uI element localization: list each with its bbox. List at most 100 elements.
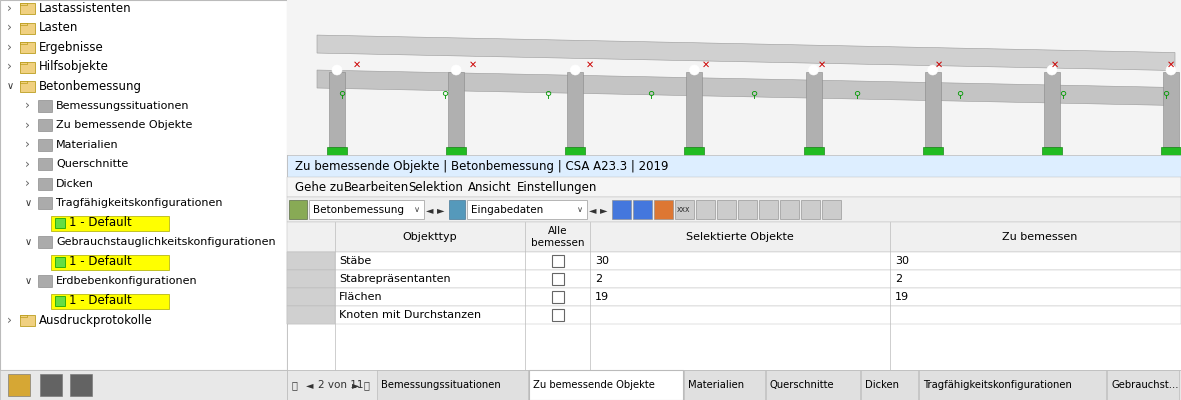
Polygon shape xyxy=(317,35,1175,70)
Bar xyxy=(567,72,583,147)
Text: Selektion: Selektion xyxy=(409,181,463,194)
Bar xyxy=(20,42,35,53)
Text: ∨: ∨ xyxy=(578,205,583,214)
Text: Gehe zu: Gehe zu xyxy=(295,181,344,194)
Text: ⚲: ⚲ xyxy=(750,90,757,100)
Bar xyxy=(466,200,587,219)
Bar xyxy=(552,291,563,303)
Text: ⏮: ⏮ xyxy=(292,380,298,390)
Text: 30: 30 xyxy=(895,256,909,266)
Bar xyxy=(1107,370,1179,400)
Bar xyxy=(805,72,822,147)
Bar xyxy=(38,139,52,151)
Bar xyxy=(449,200,465,219)
Text: Zu bemessen: Zu bemessen xyxy=(1003,232,1078,242)
Bar xyxy=(287,0,1181,155)
Text: Lasten: Lasten xyxy=(39,21,78,34)
Text: Materialien: Materialien xyxy=(689,380,744,390)
Text: ►: ► xyxy=(437,205,444,215)
Bar xyxy=(20,42,27,44)
Bar xyxy=(696,200,715,219)
Text: ►: ► xyxy=(600,205,607,215)
Text: ✕: ✕ xyxy=(1051,60,1059,70)
Bar xyxy=(20,81,35,92)
Bar xyxy=(287,177,1181,197)
Bar xyxy=(287,370,1181,400)
Text: ⚲: ⚲ xyxy=(339,90,346,100)
Circle shape xyxy=(451,65,461,75)
Bar xyxy=(717,200,736,219)
Text: Dicken: Dicken xyxy=(56,179,93,189)
Text: ✕: ✕ xyxy=(469,60,477,70)
Text: ›: › xyxy=(25,158,30,171)
Bar xyxy=(38,119,52,131)
Bar xyxy=(289,200,307,219)
Text: ⚲: ⚲ xyxy=(854,90,861,100)
Bar xyxy=(612,200,631,219)
Text: ›: › xyxy=(25,99,30,112)
Bar xyxy=(20,3,35,14)
Bar xyxy=(38,178,52,190)
Bar xyxy=(70,374,92,396)
Bar xyxy=(448,72,464,147)
Bar xyxy=(8,374,30,396)
Bar xyxy=(919,370,1105,400)
Bar xyxy=(779,200,800,219)
Text: ✕: ✕ xyxy=(1167,60,1175,70)
Bar xyxy=(287,252,1181,270)
Bar xyxy=(0,370,287,400)
Circle shape xyxy=(690,65,699,75)
Text: ⏭: ⏭ xyxy=(364,380,370,390)
Text: Bemessungssituationen: Bemessungssituationen xyxy=(381,380,501,390)
Text: Knoten mit Durchstanzen: Knoten mit Durchstanzen xyxy=(339,310,481,320)
Bar xyxy=(759,200,778,219)
Circle shape xyxy=(809,65,818,75)
Bar xyxy=(38,197,52,209)
Circle shape xyxy=(332,65,342,75)
Text: ∨: ∨ xyxy=(25,198,32,208)
Text: Zu bemessende Objekte: Zu bemessende Objekte xyxy=(533,380,655,390)
Bar xyxy=(287,306,335,324)
Text: Ansicht: Ansicht xyxy=(468,181,511,194)
Bar xyxy=(287,306,1181,324)
Bar xyxy=(861,370,918,400)
Text: Betonbemessung: Betonbemessung xyxy=(313,205,404,215)
Text: Gebrauchst...: Gebrauchst... xyxy=(1111,380,1179,390)
Text: Zu bemessende Objekte | Betonbemessung | CSA A23.3 | 2019: Zu bemessende Objekte | Betonbemessung |… xyxy=(295,160,668,173)
Bar xyxy=(38,236,52,248)
Text: ⚲: ⚲ xyxy=(957,90,964,100)
Text: Tragfähigkeitskonfigurationen: Tragfähigkeitskonfigurationen xyxy=(56,198,222,208)
Text: Bemessungssituationen: Bemessungssituationen xyxy=(56,101,189,111)
Bar xyxy=(686,72,703,147)
Bar xyxy=(287,288,335,306)
Text: Bearbeiten: Bearbeiten xyxy=(344,181,409,194)
Circle shape xyxy=(1046,65,1057,75)
Bar xyxy=(51,255,169,270)
Bar xyxy=(287,197,1181,222)
Bar xyxy=(309,200,424,219)
Text: ›: › xyxy=(7,41,12,54)
Text: ∨: ∨ xyxy=(25,276,32,286)
Bar xyxy=(738,200,757,219)
Text: Betonbemessung: Betonbemessung xyxy=(39,80,142,93)
Bar xyxy=(287,222,1181,370)
Text: Ausdruckprotokolle: Ausdruckprotokolle xyxy=(39,314,152,326)
Text: Alle
bemessen: Alle bemessen xyxy=(530,226,585,248)
Text: ∨: ∨ xyxy=(7,81,14,91)
Bar xyxy=(925,72,941,147)
Text: ›: › xyxy=(7,314,12,326)
Text: ✕: ✕ xyxy=(586,60,594,70)
Text: Eingabedaten: Eingabedaten xyxy=(471,205,543,215)
Bar xyxy=(287,270,335,288)
Text: 1 - Default: 1 - Default xyxy=(68,294,132,307)
Bar xyxy=(51,216,169,231)
Bar xyxy=(633,200,652,219)
Text: ›: › xyxy=(25,119,30,132)
Text: ►: ► xyxy=(352,380,359,390)
Text: ›: › xyxy=(25,177,30,190)
Bar xyxy=(20,315,27,317)
Bar xyxy=(20,23,35,34)
Circle shape xyxy=(570,65,580,75)
Text: ◄: ◄ xyxy=(426,205,433,215)
Text: Selektierte Objekte: Selektierte Objekte xyxy=(686,232,794,242)
